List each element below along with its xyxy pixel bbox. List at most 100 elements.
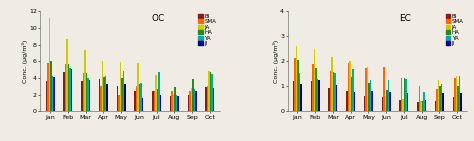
Bar: [294, 58, 296, 111]
Bar: [139, 84, 140, 111]
Bar: [454, 78, 456, 111]
Bar: [351, 77, 352, 111]
Bar: [438, 80, 439, 111]
Bar: [407, 93, 409, 111]
Bar: [99, 79, 100, 111]
Legend: BI, SMA, JA, HA, YA, JI: BI, SMA, JA, HA, YA, JI: [198, 13, 217, 47]
Text: EC: EC: [399, 14, 410, 23]
Bar: [352, 69, 354, 111]
Bar: [389, 92, 391, 111]
Bar: [453, 97, 454, 111]
Bar: [193, 89, 195, 111]
Text: OC: OC: [151, 14, 164, 23]
Bar: [102, 60, 103, 111]
Bar: [106, 84, 108, 111]
Bar: [459, 76, 460, 111]
Bar: [425, 100, 426, 111]
Bar: [437, 89, 438, 111]
Bar: [176, 95, 177, 111]
Bar: [417, 102, 419, 111]
Bar: [368, 83, 370, 111]
Bar: [386, 90, 388, 111]
Bar: [192, 79, 193, 111]
Bar: [382, 97, 383, 111]
Bar: [347, 63, 349, 111]
Bar: [158, 72, 160, 111]
Bar: [189, 91, 191, 111]
Bar: [367, 67, 368, 111]
Bar: [205, 87, 207, 111]
Bar: [118, 95, 119, 111]
Bar: [401, 78, 402, 111]
Bar: [383, 67, 384, 111]
Bar: [154, 91, 155, 111]
Bar: [53, 77, 55, 111]
Bar: [435, 101, 437, 111]
Bar: [160, 95, 161, 111]
Bar: [297, 60, 299, 111]
Bar: [208, 71, 210, 111]
Bar: [63, 72, 65, 111]
Bar: [333, 72, 335, 111]
Bar: [152, 91, 154, 111]
Bar: [364, 96, 365, 111]
Bar: [331, 57, 333, 111]
Bar: [210, 72, 211, 111]
Bar: [137, 63, 139, 111]
Bar: [405, 79, 407, 111]
Bar: [171, 91, 173, 111]
Bar: [117, 86, 118, 111]
Bar: [346, 91, 347, 111]
Bar: [191, 88, 192, 111]
Bar: [188, 95, 189, 111]
Bar: [156, 89, 158, 111]
Bar: [457, 86, 459, 111]
Bar: [296, 46, 297, 111]
Bar: [207, 86, 208, 111]
Bar: [65, 64, 66, 111]
Bar: [46, 81, 47, 111]
Y-axis label: Conc. (μg/m³): Conc. (μg/m³): [273, 40, 279, 83]
Bar: [336, 85, 337, 111]
Bar: [84, 50, 85, 111]
Bar: [50, 61, 52, 111]
Bar: [299, 73, 301, 111]
Bar: [213, 88, 214, 111]
Bar: [123, 71, 124, 111]
Bar: [422, 101, 423, 111]
Bar: [354, 92, 355, 111]
Bar: [388, 80, 389, 111]
Bar: [456, 76, 457, 111]
Bar: [170, 96, 171, 111]
Bar: [460, 93, 462, 111]
Bar: [402, 99, 404, 111]
Legend: BI, SMA, JA, HA, YA, JI: BI, SMA, JA, HA, YA, JI: [445, 13, 464, 47]
Bar: [105, 76, 106, 111]
Bar: [372, 91, 373, 111]
Bar: [155, 75, 156, 111]
Bar: [173, 95, 174, 111]
Bar: [48, 18, 50, 111]
Bar: [310, 81, 312, 111]
Bar: [419, 86, 420, 111]
Bar: [442, 93, 444, 111]
Bar: [47, 63, 48, 111]
Bar: [89, 80, 90, 111]
Bar: [330, 71, 331, 111]
Bar: [349, 61, 351, 111]
Bar: [195, 91, 197, 111]
Bar: [71, 69, 73, 111]
Bar: [134, 91, 136, 111]
Bar: [404, 78, 405, 111]
Bar: [211, 74, 213, 111]
Y-axis label: Conc. (μg/m³): Conc. (μg/m³): [21, 40, 27, 83]
Bar: [423, 92, 425, 111]
Bar: [335, 73, 336, 111]
Bar: [315, 68, 317, 111]
Bar: [439, 86, 441, 111]
Bar: [301, 84, 302, 111]
Bar: [317, 79, 318, 111]
Bar: [85, 73, 87, 111]
Bar: [136, 86, 137, 111]
Bar: [314, 49, 315, 111]
